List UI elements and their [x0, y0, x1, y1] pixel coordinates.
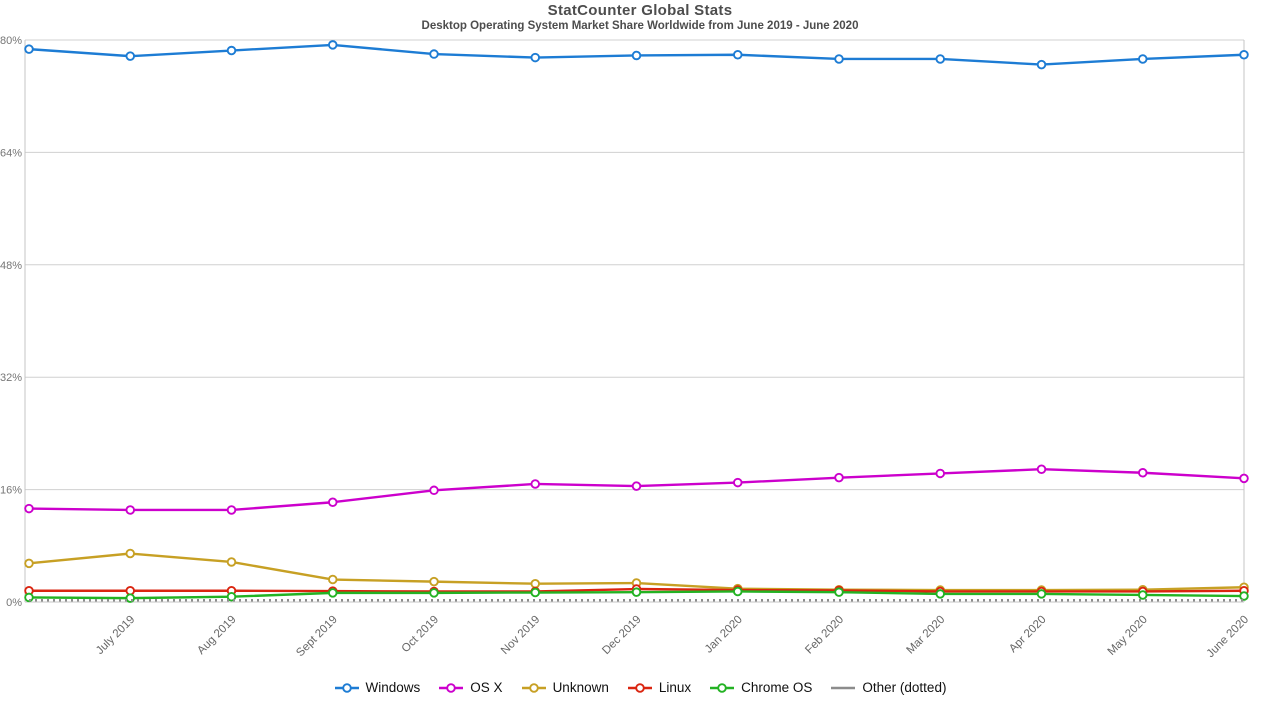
data-point-chrome-os [226, 591, 237, 602]
data-point-chrome-os [328, 588, 338, 598]
legend-item-linux[interactable]: Linux [627, 680, 691, 695]
y-axis-label: 0% [6, 597, 22, 609]
x-axis-label: Mar 2020 [905, 614, 948, 657]
legend-item-os-x[interactable]: OS X [438, 680, 503, 695]
chart-subtitle: Desktop Operating System Market Share Wo… [421, 20, 859, 32]
data-point-chrome-os [1137, 590, 1148, 600]
data-point-os-x [125, 505, 135, 515]
y-axis-label: 48% [0, 260, 22, 272]
data-point-windows [631, 50, 642, 61]
y-axis-label: 16% [0, 485, 22, 497]
data-point-windows [1036, 59, 1047, 70]
data-point-unknown [530, 578, 541, 589]
data-point-chrome-os [1036, 589, 1047, 599]
data-point-windows [935, 54, 946, 64]
y-axis-labels: 0% 16% 32% 48% 64% 80% [0, 35, 22, 609]
legend-marker-icon [334, 682, 359, 693]
x-axis-label: Apr 2020 [1007, 614, 1048, 655]
x-axis-label: Jan 2020 [703, 614, 745, 656]
legend-item-chrome-os[interactable]: Chrome OS [709, 680, 812, 695]
legend-marker-icon [627, 682, 652, 693]
x-axis-label: Feb 2020 [803, 614, 846, 657]
data-point-windows [1137, 54, 1148, 64]
data-point-unknown [226, 557, 237, 567]
legend-label: OS X [470, 680, 503, 695]
data-point-chrome-os [429, 588, 439, 598]
data-point-windows [429, 49, 439, 59]
data-point-unknown [125, 548, 135, 559]
data-point-unknown [429, 576, 439, 587]
data-point-unknown [24, 558, 34, 569]
legend-marker-icon [521, 682, 546, 693]
chart-legend: Windows OS X Unknown Linux Chrome OS Other (d… [0, 680, 1280, 695]
data-point-os-x [935, 468, 946, 479]
data-point-os-x [24, 503, 34, 514]
legend-label: Linux [658, 680, 692, 695]
legend-marker-icon [710, 682, 735, 693]
x-axis-labels: July 2019 Aug 2019 Sept 2019 Oct 2019 Nov 20… [94, 614, 1251, 660]
legend-label: Chrome OS [741, 680, 813, 695]
legend-item-windows[interactable]: Windows [334, 680, 421, 695]
x-axis-label: Nov 2019 [499, 614, 542, 657]
x-axis-label: July 2019 [94, 614, 137, 657]
x-axis-label: Dec 2019 [600, 614, 643, 657]
data-point-os-x [1239, 473, 1249, 484]
series-windows [24, 40, 1249, 70]
data-point-windows [328, 40, 338, 50]
data-point-windows [125, 51, 135, 61]
data-point-chrome-os [733, 586, 743, 597]
data-point-os-x [530, 479, 541, 489]
series-os-x [24, 464, 1249, 515]
data-point-os-x [429, 485, 439, 496]
data-point-chrome-os [834, 587, 844, 597]
x-axis-label: May 2020 [1106, 614, 1150, 658]
data-point-os-x [834, 472, 844, 483]
legend-label: Windows [365, 680, 421, 695]
gridlines [24, 39, 1245, 603]
x-axis-label: June 2020 [1205, 614, 1251, 660]
data-point-os-x [1036, 464, 1047, 474]
legend-label: Unknown [552, 680, 609, 695]
data-point-chrome-os [935, 589, 946, 599]
data-point-os-x [226, 505, 237, 515]
data-point-windows [1239, 50, 1249, 60]
chart-plot-area: 0% 16% 32% 48% 64% 80% July 2019 Aug 2019 Sept 2… [0, 35, 1251, 660]
data-point-windows [834, 54, 844, 64]
data-point-os-x [631, 481, 642, 491]
data-point-windows [733, 50, 743, 60]
x-axis-label: Sept 2019 [294, 614, 340, 660]
data-point-os-x [1137, 467, 1148, 478]
y-axis-label: 64% [0, 147, 22, 159]
data-point-windows [530, 52, 541, 63]
legend-item-other-dotted[interactable]: Other (dotted) [830, 680, 946, 695]
legend-item-unknown[interactable]: Unknown [521, 680, 609, 695]
data-point-windows [226, 45, 237, 56]
legend-marker-icon [439, 682, 464, 693]
data-point-chrome-os [631, 587, 642, 597]
data-point-windows [24, 44, 34, 54]
data-point-unknown [328, 574, 338, 585]
chart-title: StatCounter Global Stats [547, 2, 733, 19]
data-point-chrome-os [530, 587, 541, 598]
data-point-os-x [328, 497, 338, 507]
x-axis-label: Oct 2019 [400, 614, 441, 655]
data-point-chrome-os [1239, 591, 1249, 601]
data-point-os-x [733, 477, 743, 488]
legend-label: Other (dotted) [862, 680, 947, 695]
y-axis-label: 32% [0, 372, 22, 384]
x-axis-label: Aug 2019 [195, 614, 238, 657]
legend-marker-icon [831, 686, 856, 689]
y-axis-label: 80% [0, 35, 22, 47]
